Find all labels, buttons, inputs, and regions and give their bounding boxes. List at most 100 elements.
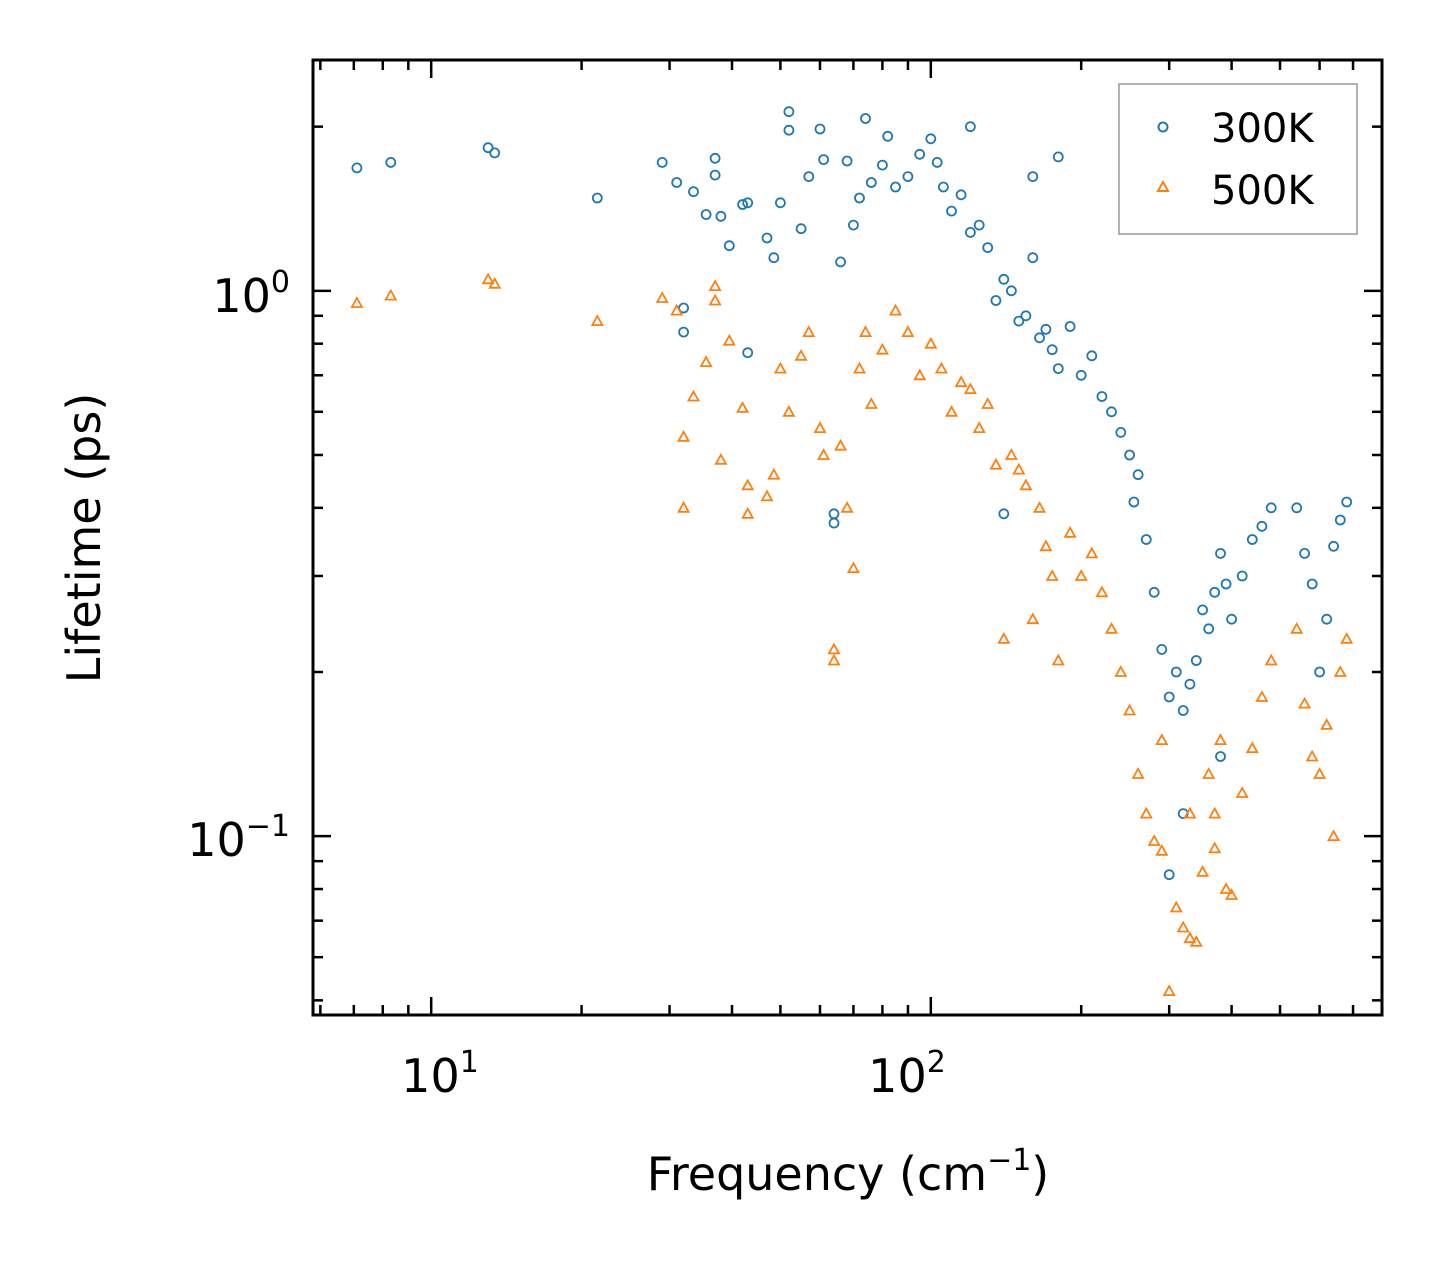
point-500k [708, 279, 722, 292]
point-300k [1220, 578, 1232, 590]
point-300k [1184, 678, 1196, 690]
point-300k [688, 186, 699, 198]
point-500k [481, 272, 495, 285]
point-500k [1063, 525, 1077, 538]
point-500k [1327, 829, 1341, 842]
point-300k [1086, 350, 1098, 362]
point-500k [858, 325, 873, 338]
point-300k [1328, 540, 1339, 552]
point-300k [890, 181, 901, 193]
point-500k [802, 325, 816, 338]
point-500k [934, 361, 948, 374]
point-500k [944, 404, 959, 417]
point-300k [1013, 315, 1025, 327]
point-500k [1155, 843, 1169, 856]
point-300k [1156, 644, 1168, 655]
point-500k [1245, 741, 1259, 754]
point-300k [1256, 520, 1268, 532]
point-500k [1012, 462, 1026, 475]
point-500k [1074, 569, 1088, 581]
point-300k [803, 171, 815, 183]
point-500k [1235, 786, 1249, 798]
point-300k [656, 156, 668, 168]
point-500k [1162, 984, 1176, 996]
point-500k [1131, 767, 1145, 779]
point-300k [700, 209, 712, 220]
point-300k [848, 219, 859, 231]
point-500k [1208, 806, 1222, 819]
point-300k [998, 508, 1010, 520]
point-500k [488, 276, 502, 289]
point-300k [1006, 285, 1017, 297]
point-500k [714, 452, 728, 465]
point-300k [1040, 323, 1052, 335]
point-300k [709, 169, 721, 181]
point-300k [1209, 586, 1221, 598]
point-500k [1219, 882, 1233, 894]
point-500k [677, 500, 691, 513]
point-300k [1064, 321, 1076, 332]
point-300k [828, 517, 840, 529]
point-300k [998, 273, 1010, 285]
point-500k [997, 632, 1011, 644]
point-300k [1034, 332, 1045, 344]
point-300k [1265, 502, 1277, 514]
point-300k [990, 295, 1002, 306]
point-500k [350, 296, 364, 308]
point-500k [1139, 806, 1153, 819]
legend-box [1118, 83, 1358, 235]
point-300k [1052, 363, 1064, 375]
point-300k [1215, 548, 1226, 559]
point-500k [1169, 900, 1183, 913]
point-500k [981, 397, 995, 409]
point-500k [1045, 569, 1059, 581]
point-300k [1163, 869, 1175, 881]
point-500k [1026, 612, 1040, 625]
point-300k [678, 326, 689, 338]
point-300k [1321, 613, 1333, 625]
point-500k [827, 653, 841, 666]
point-300k [955, 189, 967, 201]
point-300k [1096, 391, 1108, 402]
legend-marker-500k [1156, 179, 1170, 192]
point-300k [938, 181, 949, 193]
point-500k [741, 478, 755, 491]
point-300k [591, 192, 603, 204]
point-500k [1340, 632, 1354, 644]
point-300k [931, 156, 943, 168]
point-300k [854, 192, 865, 204]
point-500k [590, 314, 604, 327]
point-300k [1334, 514, 1346, 526]
point-500k [1313, 767, 1327, 779]
point-500k [1208, 841, 1222, 854]
point-300k [1046, 344, 1058, 356]
point-300k [1020, 310, 1032, 322]
point-300k [902, 171, 914, 183]
point-500k [1095, 585, 1109, 598]
point-500k [1183, 806, 1197, 819]
point-300k [946, 205, 957, 217]
y-axis-label: Lifetime (ps) [57, 393, 111, 684]
point-300k [1170, 666, 1182, 678]
point-300k [768, 252, 780, 264]
point-500k [852, 361, 867, 374]
axis-ticks [313, 60, 1384, 1015]
point-300k [795, 223, 807, 235]
point-300k [737, 199, 748, 210]
point-500k [817, 448, 831, 460]
point-300k [1306, 578, 1318, 590]
point-500k [1123, 703, 1137, 716]
point-300k [1236, 570, 1248, 582]
point-500k [913, 368, 927, 381]
point-300k [835, 256, 846, 268]
point-300k [1163, 691, 1175, 703]
point-500k [864, 397, 878, 409]
x-axis-label: Frequency (cm−1) [647, 1143, 1050, 1201]
point-300k [709, 152, 721, 164]
point-500k [670, 303, 684, 316]
point-300k [1027, 171, 1039, 183]
point-300k [1314, 666, 1325, 678]
point-500k [972, 421, 986, 434]
point-500k [1290, 621, 1304, 634]
